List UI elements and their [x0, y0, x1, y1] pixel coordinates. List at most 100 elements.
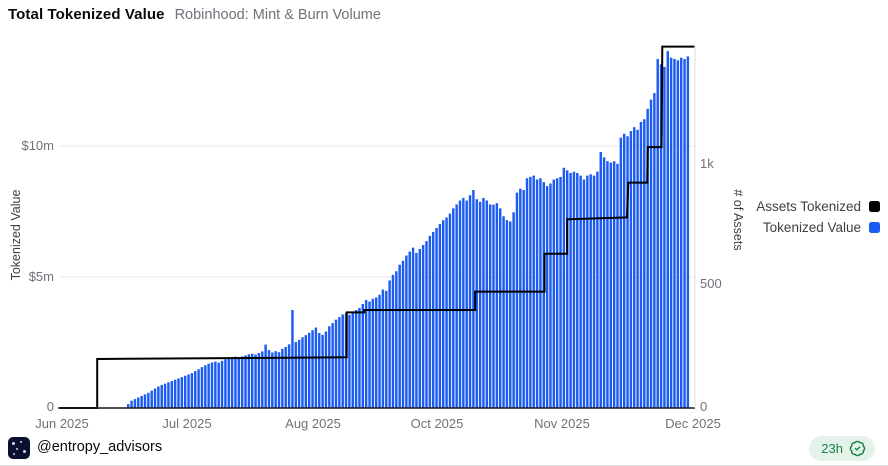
bar[interactable]	[271, 352, 274, 408]
bar[interactable]	[673, 59, 676, 409]
bar[interactable]	[649, 99, 653, 408]
bar[interactable]	[240, 356, 244, 408]
bar[interactable]	[368, 301, 371, 408]
bar[interactable]	[629, 131, 633, 408]
bar[interactable]	[482, 197, 485, 408]
bar[interactable]	[458, 200, 462, 409]
bar[interactable]	[130, 400, 133, 408]
bar[interactable]	[351, 312, 354, 408]
bar[interactable]	[438, 224, 442, 408]
bar[interactable]	[143, 394, 147, 408]
bar[interactable]	[592, 175, 596, 408]
bar[interactable]	[318, 333, 321, 408]
bar[interactable]	[442, 220, 445, 408]
bar[interactable]	[200, 367, 204, 408]
bar[interactable]	[388, 280, 391, 408]
bar[interactable]	[157, 386, 160, 408]
bar[interactable]	[622, 133, 626, 408]
entropy-advisors-avatar[interactable]	[8, 437, 30, 459]
bar[interactable]	[669, 57, 673, 409]
bar[interactable]	[378, 294, 381, 408]
bar[interactable]	[579, 175, 582, 408]
bar[interactable]	[274, 351, 277, 408]
bar[interactable]	[224, 359, 227, 408]
bar[interactable]	[385, 290, 388, 408]
bar[interactable]	[609, 162, 613, 408]
bar[interactable]	[294, 341, 298, 408]
bar[interactable]	[291, 310, 294, 408]
bar[interactable]	[596, 171, 599, 408]
bar[interactable]	[257, 352, 261, 408]
bar[interactable]	[683, 59, 686, 409]
bar[interactable]	[401, 260, 405, 408]
bar[interactable]	[314, 327, 318, 408]
bar[interactable]	[569, 172, 572, 408]
bar[interactable]	[217, 362, 220, 408]
bar[interactable]	[374, 297, 378, 408]
bar[interactable]	[478, 201, 482, 408]
bar[interactable]	[485, 200, 489, 409]
bar[interactable]	[435, 228, 438, 408]
bar[interactable]	[177, 378, 180, 408]
bar[interactable]	[415, 252, 418, 408]
bar[interactable]	[127, 404, 130, 408]
bar[interactable]	[562, 167, 566, 408]
bar[interactable]	[264, 344, 267, 408]
bar[interactable]	[261, 351, 264, 408]
account-handle[interactable]: @entropy_advisors	[37, 439, 163, 455]
bar[interactable]	[311, 330, 314, 408]
bar[interactable]	[636, 129, 639, 408]
bar[interactable]	[133, 399, 137, 408]
bar[interactable]	[348, 314, 351, 408]
bar[interactable]	[220, 360, 224, 408]
bar[interactable]	[180, 377, 184, 408]
bar[interactable]	[515, 192, 519, 408]
bar[interactable]	[371, 298, 375, 408]
bar[interactable]	[509, 221, 512, 408]
bar[interactable]	[284, 346, 287, 408]
bar[interactable]	[589, 174, 592, 408]
bar[interactable]	[666, 51, 669, 408]
bar[interactable]	[194, 371, 197, 408]
bar[interactable]	[254, 354, 257, 408]
bar[interactable]	[167, 382, 170, 408]
bar[interactable]	[616, 163, 619, 408]
bar[interactable]	[354, 310, 358, 408]
bar[interactable]	[626, 136, 629, 408]
bar[interactable]	[522, 190, 525, 408]
bar[interactable]	[331, 323, 334, 408]
bar[interactable]	[304, 335, 308, 408]
bar[interactable]	[582, 179, 586, 408]
bar[interactable]	[653, 93, 656, 408]
bar[interactable]	[244, 355, 247, 408]
bar[interactable]	[230, 357, 234, 408]
bar[interactable]	[679, 57, 683, 409]
bar[interactable]	[639, 121, 643, 409]
bar[interactable]	[472, 190, 475, 408]
bar[interactable]	[646, 108, 649, 409]
bar[interactable]	[361, 303, 365, 408]
bar[interactable]	[395, 271, 398, 408]
bar[interactable]	[227, 357, 230, 408]
bar[interactable]	[237, 357, 241, 408]
bar[interactable]	[555, 178, 559, 408]
bar[interactable]	[140, 395, 143, 408]
bar[interactable]	[297, 339, 301, 408]
bar[interactable]	[468, 195, 472, 408]
bar[interactable]	[405, 255, 408, 408]
bar[interactable]	[428, 235, 432, 408]
bar[interactable]	[341, 314, 344, 408]
bar[interactable]	[234, 356, 237, 408]
bar[interactable]	[150, 390, 153, 408]
bar[interactable]	[566, 170, 569, 408]
bar[interactable]	[559, 176, 562, 408]
bar[interactable]	[619, 137, 623, 408]
bar[interactable]	[539, 178, 542, 408]
bar[interactable]	[502, 216, 505, 408]
legend-item-tokenized-value[interactable]: Tokenized Value	[763, 220, 880, 235]
bar[interactable]	[602, 157, 606, 408]
bar[interactable]	[321, 334, 324, 408]
bar[interactable]	[301, 337, 304, 408]
bar[interactable]	[519, 188, 522, 408]
